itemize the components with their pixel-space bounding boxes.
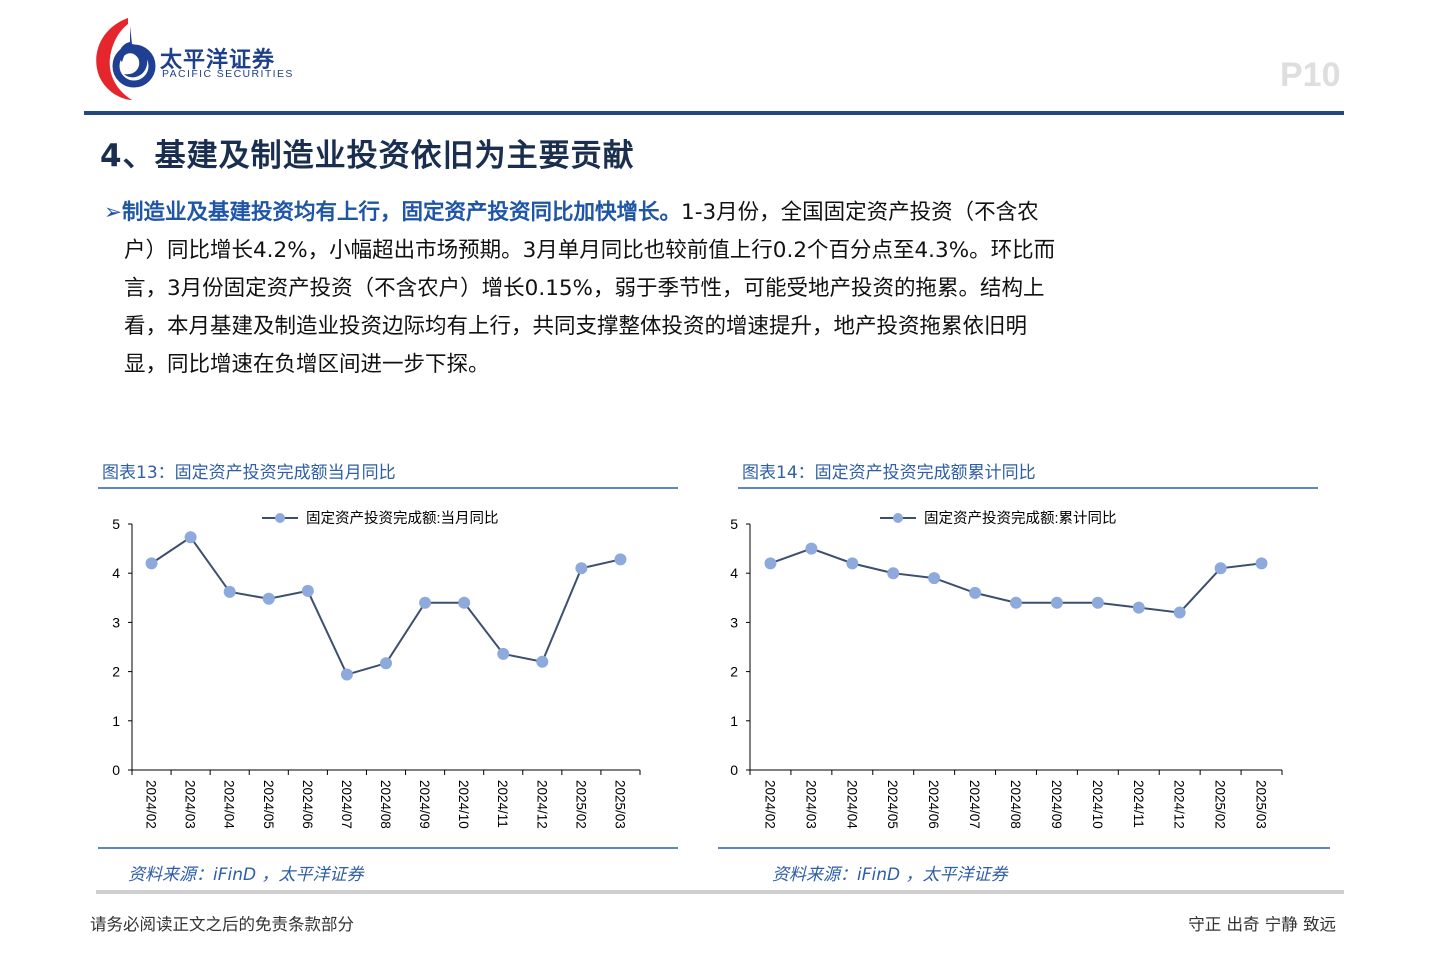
data-point bbox=[1173, 606, 1186, 619]
x-tick-label: 2024/07 bbox=[339, 780, 354, 829]
data-point bbox=[969, 586, 982, 599]
x-tick-label: 2024/10 bbox=[456, 780, 471, 829]
footer-disclaimer: 请务必阅读正文之后的免责条款部分 bbox=[90, 915, 354, 934]
y-tick-label: 0 bbox=[730, 762, 738, 778]
paragraph-line: 看，本月基建及制造业投资边际均有上行，共同支撑整体投资的增速提升，地产投资拖累依… bbox=[124, 314, 1028, 339]
y-tick-label: 3 bbox=[112, 614, 120, 630]
x-tick-label: 2024/02 bbox=[762, 780, 777, 829]
page-number: P10 bbox=[1280, 56, 1341, 94]
x-tick-label: 2024/03 bbox=[183, 780, 198, 829]
data-point bbox=[1132, 601, 1145, 614]
y-tick-label: 2 bbox=[112, 664, 120, 680]
data-point bbox=[614, 553, 627, 566]
legend-marker-icon bbox=[893, 513, 903, 523]
paragraph-line: 1-3月份，全国固定资产投资（不含农 bbox=[681, 200, 1039, 225]
data-point bbox=[764, 557, 777, 570]
header-divider bbox=[84, 111, 1344, 115]
data-point bbox=[575, 562, 588, 575]
footer-motto: 守正 出奇 宁静 致远 bbox=[1188, 915, 1336, 934]
x-tick-label: 2024/12 bbox=[534, 780, 549, 829]
y-tick-label: 4 bbox=[730, 565, 738, 581]
x-tick-label: 2024/12 bbox=[1172, 780, 1187, 829]
summary-paragraph: ➢制造业及基建投资均有上行，固定资产投资同比加快增长。1-3月份，全国固定资产投… bbox=[104, 194, 1324, 384]
data-point bbox=[419, 596, 432, 609]
legend-marker-icon bbox=[275, 513, 285, 523]
section-title: 4、基建及制造业投资依旧为主要贡献 bbox=[100, 138, 635, 174]
paragraph-line: 言，3月份固定资产投资（不含农户）增长0.15%，弱于季节性，可能受地产投资的拖… bbox=[124, 276, 1045, 301]
chart-13-monthly-yoy: 0 1 2 3 4 5 2024/02 2024/03 2024/04 2024/05 2024/0… bbox=[112, 510, 641, 829]
data-point bbox=[1214, 562, 1227, 575]
chart-13-source: 资料来源：iFinD ，太平洋证券 bbox=[128, 865, 364, 885]
y-tick-label: 0 bbox=[112, 762, 120, 778]
series-line bbox=[150, 535, 621, 676]
data-point bbox=[262, 592, 275, 605]
x-tick-label: 2024/02 bbox=[144, 780, 159, 829]
x-tick-label: 2024/06 bbox=[926, 780, 941, 829]
x-tick-label: 2024/08 bbox=[1008, 780, 1023, 829]
x-tick-label: 2024/09 bbox=[1049, 780, 1064, 829]
x-tick-label: 2024/04 bbox=[222, 780, 237, 829]
x-tick-label: 2024/05 bbox=[885, 780, 900, 829]
y-tick-label: 1 bbox=[112, 713, 120, 729]
data-point bbox=[145, 557, 158, 570]
data-point bbox=[1091, 596, 1104, 609]
data-point bbox=[1010, 596, 1022, 609]
data-point bbox=[223, 585, 236, 598]
footer-divider bbox=[96, 890, 1344, 894]
data-point bbox=[805, 542, 818, 555]
data-point bbox=[887, 567, 900, 580]
data-point bbox=[928, 572, 941, 585]
chart-13-caption-rule bbox=[98, 487, 678, 489]
x-tick-label: 2025/03 bbox=[1254, 780, 1269, 829]
x-tick-label: 2024/09 bbox=[417, 780, 432, 829]
y-tick-label: 5 bbox=[730, 516, 738, 532]
y-tick-label: 1 bbox=[730, 713, 738, 729]
x-tick-label: 2024/11 bbox=[495, 780, 510, 828]
data-point bbox=[536, 655, 549, 668]
y-tick-label: 4 bbox=[112, 565, 120, 581]
x-tick-label: 2024/08 bbox=[378, 780, 393, 829]
logo-chinese-name: 太平洋证券 bbox=[160, 48, 276, 73]
chart-14-caption: 图表14：固定资产投资完成额累计同比 bbox=[742, 463, 1036, 483]
x-tick-label: 2024/11 bbox=[1131, 780, 1146, 828]
x-tick-label: 2024/04 bbox=[844, 780, 859, 829]
x-tick-label: 2024/03 bbox=[803, 780, 818, 829]
chart-13-source-rule bbox=[98, 847, 678, 849]
data-point bbox=[301, 584, 314, 597]
paragraph-line: 显，同比增速在负增区间进一步下探。 bbox=[124, 352, 490, 377]
data-point bbox=[184, 531, 197, 544]
x-tick-label: 2025/02 bbox=[1213, 780, 1228, 829]
x-tick-label: 2024/06 bbox=[300, 780, 315, 829]
data-point bbox=[1050, 596, 1063, 609]
y-tick-label: 2 bbox=[730, 664, 738, 680]
x-tick-label: 2025/02 bbox=[573, 780, 588, 829]
chart-14-source-rule bbox=[718, 847, 1330, 849]
chart-14-caption-rule bbox=[738, 487, 1318, 489]
x-tick-label: 2024/07 bbox=[967, 780, 982, 829]
data-point bbox=[340, 668, 353, 681]
x-tick-label: 2025/03 bbox=[612, 780, 627, 829]
legend-label: 固定资产投资完成额:累计同比 bbox=[924, 510, 1117, 527]
paragraph-lead: ➢制造业及基建投资均有上行，固定资产投资同比加快增长。 bbox=[104, 200, 682, 225]
legend-label: 固定资产投资完成额:当月同比 bbox=[306, 510, 499, 527]
logo-english-name: PACIFIC SECURITIES bbox=[162, 68, 294, 80]
x-tick-label: 2024/05 bbox=[261, 780, 276, 829]
y-tick-label: 5 bbox=[112, 516, 120, 532]
data-point bbox=[380, 657, 392, 670]
chart-14-source: 资料来源：iFinD ，太平洋证券 bbox=[772, 865, 1008, 885]
chart-14-cumulative-yoy: 0 1 2 3 4 5 2024/02 2024/03 2024/04 2024/05 2024/0… bbox=[730, 510, 1283, 829]
data-point bbox=[1255, 557, 1268, 570]
data-point bbox=[458, 596, 471, 609]
data-point bbox=[497, 647, 510, 660]
x-tick-label: 2024/10 bbox=[1090, 780, 1105, 829]
data-point bbox=[846, 557, 859, 570]
pacific-securities-logo-icon bbox=[96, 18, 156, 100]
y-tick-label: 3 bbox=[730, 614, 738, 630]
paragraph-line: 户）同比增长4.2%，小幅超出市场预期。3月单月同比也较前值上行0.2个百分点至… bbox=[124, 238, 1056, 263]
chart-13-caption: 图表13：固定资产投资完成额当月同比 bbox=[102, 463, 396, 483]
